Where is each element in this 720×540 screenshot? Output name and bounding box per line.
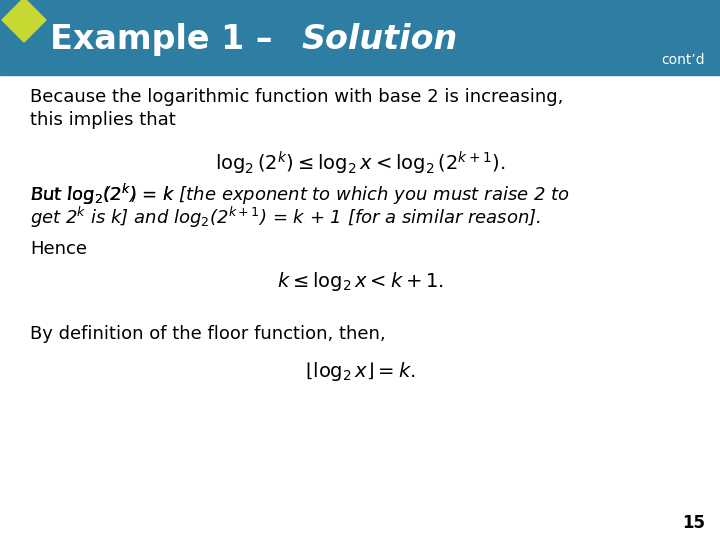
Text: Because the logarithmic function with base 2 is increasing,: Because the logarithmic function with ba… [30, 88, 563, 106]
Text: Solution: Solution [302, 23, 458, 56]
Text: Example 1 –: Example 1 – [50, 23, 284, 56]
Text: this implies that: this implies that [30, 111, 176, 129]
Text: get 2$^k$ is $k$] and log$_2$(2$^{k+1}$) = $k$ + 1 [for a similar reason].: get 2$^k$ is $k$] and log$_2$(2$^{k+1}$)… [30, 205, 541, 230]
Text: $\log_2(2^k) \leq \log_2 x < \log_2(2^{k+1}).$: $\log_2(2^k) \leq \log_2 x < \log_2(2^{k… [215, 150, 505, 177]
Text: $k \leq \log_2 x < k + 1.$: $k \leq \log_2 x < k + 1.$ [276, 270, 444, 293]
Polygon shape [0, 0, 54, 50]
Text: By definition of the floor function, then,: By definition of the floor function, the… [30, 325, 386, 343]
Text: cont’d: cont’d [662, 53, 705, 67]
Text: But log$_2$(2$^k$) = $k$: But log$_2$(2$^k$) = $k$ [30, 182, 176, 207]
Text: But log$_2$(2$^k$) = $k$ [the exponent to which you must raise 2 to: But log$_2$(2$^k$) = $k$ [the exponent t… [30, 182, 570, 207]
Text: 15: 15 [682, 514, 705, 532]
Text: $\lfloor \log_2 x \rfloor = k.$: $\lfloor \log_2 x \rfloor = k.$ [305, 360, 415, 383]
Bar [0, 0, 720, 75]
Polygon shape [2, 0, 46, 42]
Text: Hence: Hence [30, 240, 87, 258]
